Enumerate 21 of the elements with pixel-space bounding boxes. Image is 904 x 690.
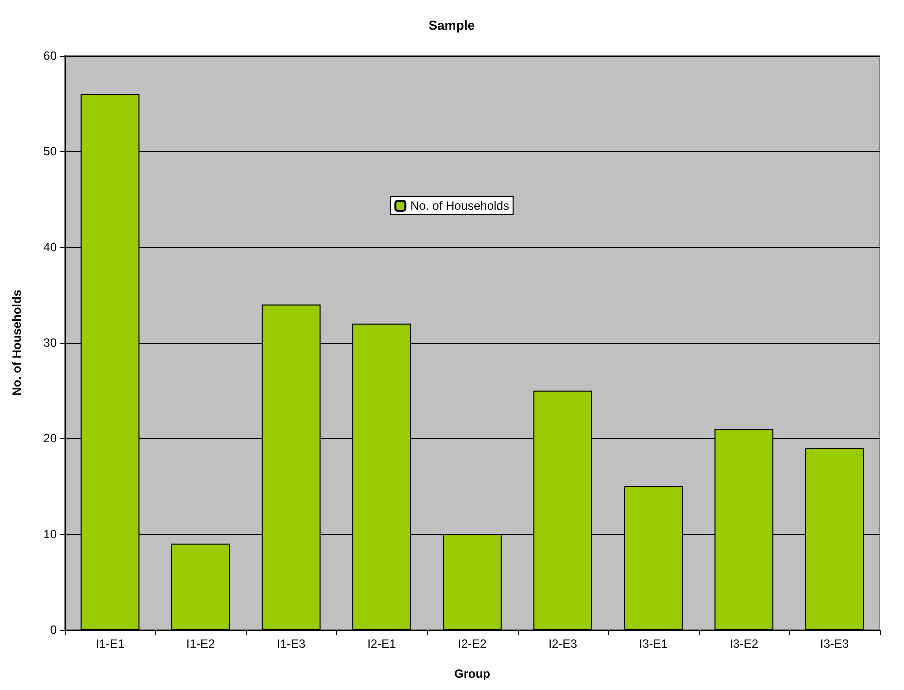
y-tick-label: 30 (44, 336, 58, 350)
chart-title: Sample (428, 18, 476, 33)
y-tick-label: 10 (44, 527, 58, 542)
bar (171, 544, 230, 630)
x-tick-label: I2-E3 (548, 637, 578, 651)
x-tick-label: I1-E2 (186, 637, 216, 651)
x-tick-label: I3-E1 (639, 637, 668, 651)
y-tick-label: 40 (44, 240, 58, 254)
y-tick-label: 0 (50, 623, 58, 637)
x-tick-label: I1-E3 (277, 637, 306, 651)
x-tick-label: I3-E2 (730, 637, 759, 651)
x-tick-label: I3-E3 (820, 637, 850, 651)
y-tick-label: 20 (44, 432, 58, 446)
y-tick-label: 50 (44, 144, 58, 159)
y-tick-label: 60 (44, 49, 58, 63)
y-axis-title: No. of Households (10, 290, 24, 396)
x-tick-label: I2-E1 (368, 637, 397, 651)
x-tick-label: I1-E1 (96, 637, 125, 651)
x-tick-label: I2-E2 (458, 637, 488, 651)
x-axis-title: Group (454, 667, 490, 681)
legend-label: No. of Households (410, 199, 510, 213)
